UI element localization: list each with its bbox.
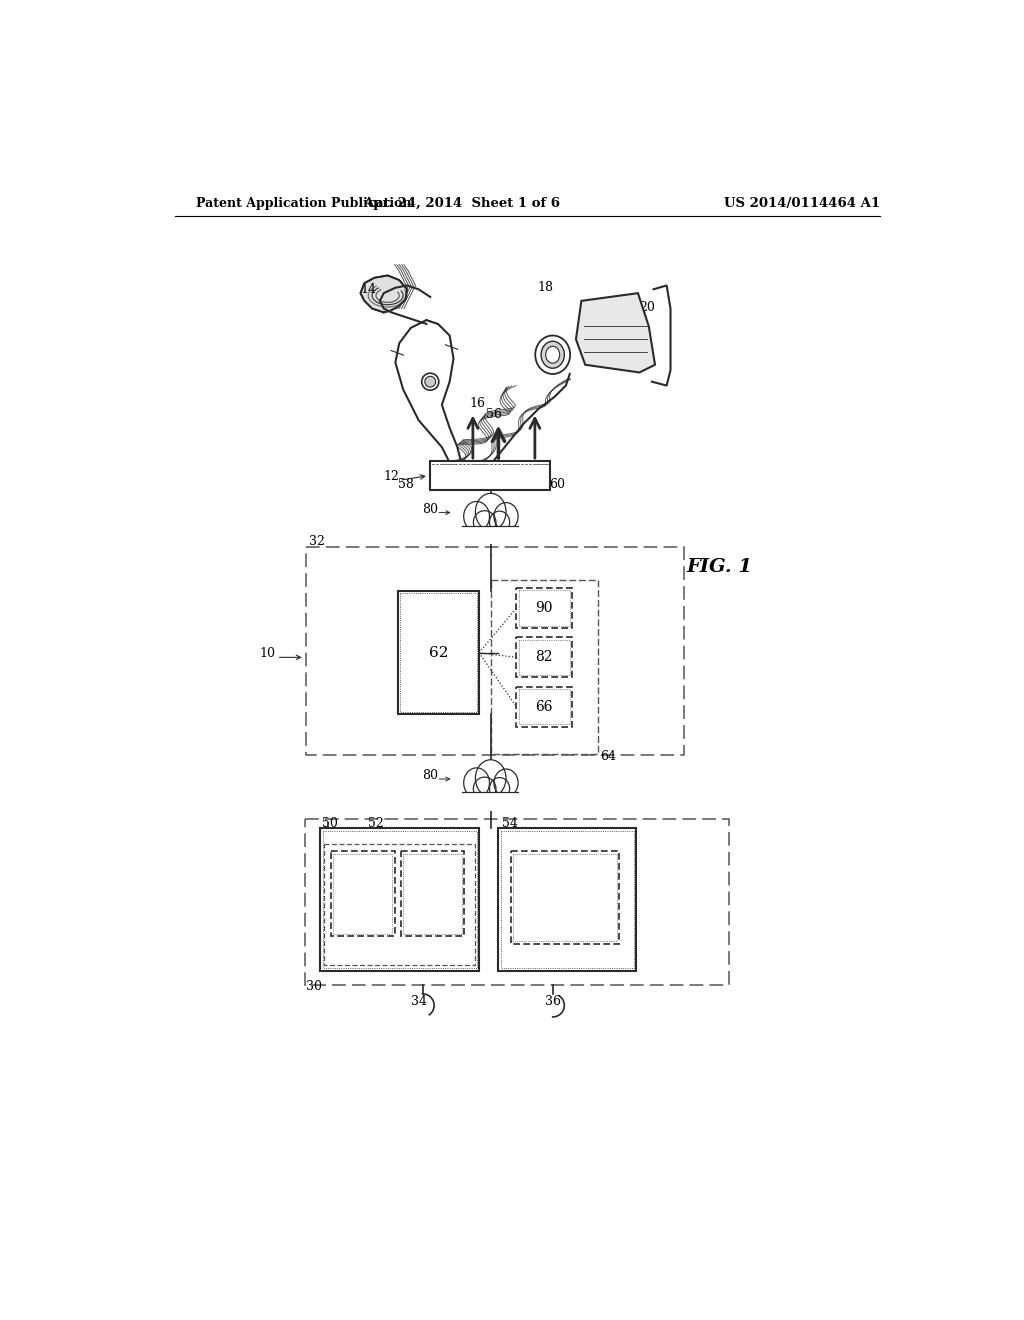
Text: 50: 50 bbox=[322, 817, 338, 830]
Bar bbox=[459, 525, 523, 544]
Bar bbox=[397, 591, 479, 714]
Text: 58: 58 bbox=[397, 478, 414, 491]
Text: 36: 36 bbox=[545, 995, 561, 1008]
Text: 66: 66 bbox=[536, 700, 553, 714]
Text: Patent Application Publication: Patent Application Publication bbox=[197, 197, 412, 210]
Text: 40: 40 bbox=[424, 887, 441, 900]
Ellipse shape bbox=[473, 777, 496, 800]
Text: 64: 64 bbox=[600, 750, 616, 763]
Bar bbox=[499, 829, 636, 970]
Ellipse shape bbox=[546, 346, 560, 363]
Bar bbox=[518, 590, 569, 626]
Text: 30: 30 bbox=[306, 979, 323, 993]
Text: 60: 60 bbox=[550, 478, 565, 491]
Text: 32: 32 bbox=[308, 535, 325, 548]
Bar bbox=[305, 818, 729, 985]
Bar bbox=[511, 851, 620, 944]
Text: 90: 90 bbox=[536, 601, 553, 615]
Ellipse shape bbox=[464, 768, 489, 797]
Bar bbox=[459, 792, 523, 810]
Bar bbox=[323, 830, 477, 969]
Ellipse shape bbox=[473, 511, 496, 533]
Ellipse shape bbox=[536, 335, 570, 374]
Bar bbox=[516, 638, 572, 677]
Ellipse shape bbox=[489, 777, 510, 800]
Text: 34: 34 bbox=[411, 995, 427, 1008]
Bar bbox=[516, 686, 572, 726]
Text: Apr. 24, 2014  Sheet 1 of 6: Apr. 24, 2014 Sheet 1 of 6 bbox=[362, 197, 560, 210]
Text: 20: 20 bbox=[640, 301, 655, 314]
Text: 82: 82 bbox=[536, 651, 553, 664]
Ellipse shape bbox=[541, 342, 564, 368]
Text: 38: 38 bbox=[354, 887, 372, 900]
Text: 62: 62 bbox=[429, 645, 449, 660]
Text: 80: 80 bbox=[423, 503, 438, 516]
Ellipse shape bbox=[422, 374, 438, 391]
Text: 14: 14 bbox=[360, 284, 377, 296]
Ellipse shape bbox=[425, 376, 435, 387]
Bar bbox=[513, 854, 617, 941]
Ellipse shape bbox=[494, 503, 518, 531]
Text: 52: 52 bbox=[369, 817, 384, 830]
Text: 80: 80 bbox=[423, 770, 438, 781]
Bar bbox=[501, 830, 634, 969]
Text: US 2014/0114464 A1: US 2014/0114464 A1 bbox=[724, 197, 881, 210]
Ellipse shape bbox=[489, 511, 510, 533]
Bar bbox=[516, 589, 572, 628]
Text: 10: 10 bbox=[260, 647, 275, 660]
Bar bbox=[430, 461, 550, 490]
Ellipse shape bbox=[464, 502, 489, 532]
Bar bbox=[331, 851, 394, 936]
Text: 12: 12 bbox=[384, 470, 399, 483]
Bar bbox=[324, 843, 475, 965]
Ellipse shape bbox=[475, 494, 506, 531]
Bar bbox=[400, 851, 464, 936]
Text: 54: 54 bbox=[502, 817, 517, 830]
Bar bbox=[490, 581, 598, 754]
Bar bbox=[321, 829, 479, 970]
Polygon shape bbox=[575, 293, 655, 372]
Bar bbox=[306, 548, 684, 755]
Polygon shape bbox=[360, 276, 407, 313]
Text: 56: 56 bbox=[486, 408, 502, 421]
Bar bbox=[518, 640, 569, 675]
Text: 18: 18 bbox=[538, 281, 553, 294]
Text: FIG. 1: FIG. 1 bbox=[686, 557, 752, 576]
Text: 16: 16 bbox=[469, 397, 485, 411]
Ellipse shape bbox=[494, 770, 518, 797]
Bar bbox=[403, 854, 462, 933]
Text: 42: 42 bbox=[556, 891, 573, 904]
Ellipse shape bbox=[475, 760, 506, 797]
Bar bbox=[334, 854, 392, 933]
Bar bbox=[518, 689, 569, 725]
Bar bbox=[400, 594, 477, 711]
